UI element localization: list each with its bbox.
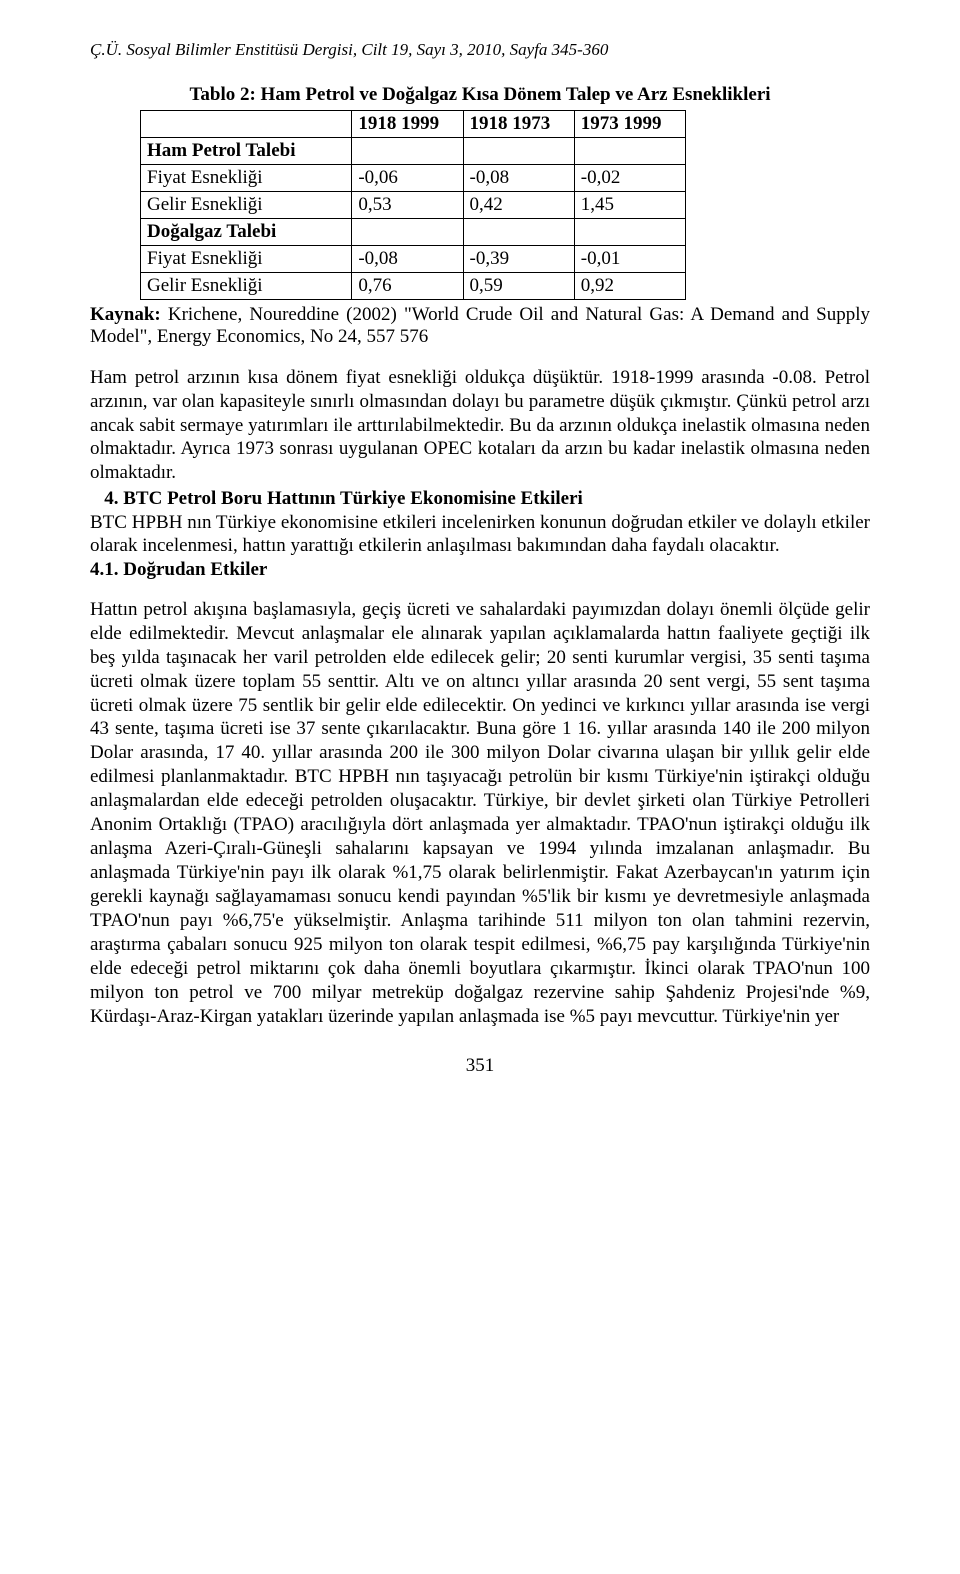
table-cell: 0,92 bbox=[574, 273, 685, 300]
page-number: 351 bbox=[90, 1055, 870, 1077]
table-cell: Fiyat Esnekliği bbox=[141, 165, 352, 192]
table-cell bbox=[463, 138, 574, 165]
table-row: Fiyat Esnekliği -0,08 -0,39 -0,01 bbox=[141, 246, 686, 273]
table-cell bbox=[463, 219, 574, 246]
table-row: Doğalgaz Talebi bbox=[141, 219, 686, 246]
source-label: Kaynak: bbox=[90, 304, 161, 325]
table-header-cell: 1918 1973 bbox=[463, 111, 574, 138]
section-block: 4. BTC Petrol Boru Hattının Türkiye Ekon… bbox=[90, 487, 870, 582]
table-header-cell: 1918 1999 bbox=[352, 111, 463, 138]
table-row: Gelir Esnekliği 0,76 0,59 0,92 bbox=[141, 273, 686, 300]
table-header-cell: 1973 1999 bbox=[574, 111, 685, 138]
body-paragraph: Hattın petrol akışına başlamasıyla, geçi… bbox=[90, 598, 870, 1029]
table-cell: -0,39 bbox=[463, 246, 574, 273]
source-text: Krichene, Noureddine (2002) "World Crude… bbox=[90, 304, 870, 347]
table-cell bbox=[574, 138, 685, 165]
table-title: Tablo 2: Ham Petrol ve Doğalgaz Kısa Dön… bbox=[90, 84, 870, 106]
table-header-cell bbox=[141, 111, 352, 138]
table-cell: Fiyat Esnekliği bbox=[141, 246, 352, 273]
table-row: Fiyat Esnekliği -0,06 -0,08 -0,02 bbox=[141, 165, 686, 192]
table-cell: 0,76 bbox=[352, 273, 463, 300]
table-cell: Ham Petrol Talebi bbox=[141, 138, 352, 165]
table-cell: -0,01 bbox=[574, 246, 685, 273]
table-cell bbox=[352, 219, 463, 246]
table-cell: -0,02 bbox=[574, 165, 685, 192]
table-row: Gelir Esnekliği 0,53 0,42 1,45 bbox=[141, 192, 686, 219]
table-cell: 0,42 bbox=[463, 192, 574, 219]
table-cell: -0,08 bbox=[352, 246, 463, 273]
table-cell bbox=[574, 219, 685, 246]
table-cell: 0,53 bbox=[352, 192, 463, 219]
table-cell: Doğalgaz Talebi bbox=[141, 219, 352, 246]
table-cell bbox=[352, 138, 463, 165]
table-row: Ham Petrol Talebi bbox=[141, 138, 686, 165]
table-cell: Gelir Esnekliği bbox=[141, 273, 352, 300]
table-cell: Gelir Esnekliği bbox=[141, 192, 352, 219]
elasticity-table: 1918 1999 1918 1973 1973 1999 Ham Petrol… bbox=[140, 110, 686, 300]
journal-header: Ç.Ü. Sosyal Bilimler Enstitüsü Dergisi, … bbox=[90, 40, 870, 60]
table-header-row: 1918 1999 1918 1973 1973 1999 bbox=[141, 111, 686, 138]
section-4-1-title: 4.1. Doğrudan Etkiler bbox=[90, 559, 267, 580]
paragraph: Ham petrol arzının kısa dönem fiyat esne… bbox=[90, 366, 870, 485]
table-cell: -0,08 bbox=[463, 165, 574, 192]
paragraph: BTC HPBH nın Türkiye ekonomisine etkiler… bbox=[90, 512, 870, 557]
table-cell: -0,06 bbox=[352, 165, 463, 192]
table-cell: 1,45 bbox=[574, 192, 685, 219]
table-source: Kaynak: Krichene, Noureddine (2002) "Wor… bbox=[90, 304, 870, 348]
table-cell: 0,59 bbox=[463, 273, 574, 300]
section-4-title: 4. BTC Petrol Boru Hattının Türkiye Ekon… bbox=[90, 488, 583, 509]
